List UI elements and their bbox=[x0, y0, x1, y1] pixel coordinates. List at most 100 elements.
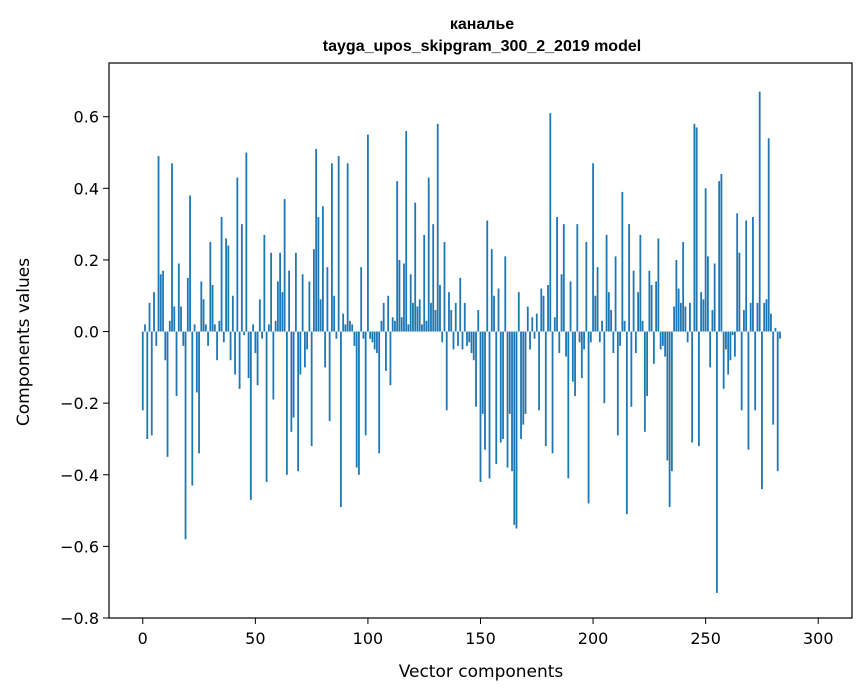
bar bbox=[725, 331, 727, 350]
bar bbox=[234, 331, 236, 375]
bar bbox=[650, 285, 653, 332]
bar bbox=[238, 331, 241, 389]
bars-group bbox=[141, 91, 781, 593]
bar bbox=[511, 331, 513, 472]
bar bbox=[371, 331, 374, 343]
bar bbox=[484, 331, 486, 450]
bar bbox=[695, 127, 698, 332]
bar bbox=[355, 331, 358, 468]
bar bbox=[454, 302, 457, 332]
bar bbox=[540, 288, 543, 332]
bar bbox=[276, 281, 279, 332]
bar bbox=[652, 331, 655, 364]
bar bbox=[553, 317, 556, 332]
bar bbox=[459, 277, 462, 332]
bar bbox=[684, 306, 687, 332]
bar bbox=[522, 331, 525, 425]
bar bbox=[439, 285, 441, 332]
bar bbox=[425, 320, 428, 332]
bar bbox=[513, 331, 516, 525]
plot-frame bbox=[108, 62, 853, 619]
bar bbox=[547, 285, 549, 332]
bar bbox=[159, 274, 162, 332]
bar bbox=[587, 331, 590, 504]
bar bbox=[774, 327, 777, 332]
bar bbox=[144, 324, 146, 332]
bar bbox=[686, 331, 689, 343]
bar bbox=[743, 310, 745, 332]
bar bbox=[576, 224, 579, 332]
bar bbox=[517, 292, 520, 332]
bar bbox=[195, 331, 198, 393]
bar bbox=[267, 324, 270, 332]
bar bbox=[538, 331, 540, 411]
bar bbox=[288, 270, 291, 332]
bar bbox=[729, 331, 732, 361]
bar bbox=[164, 331, 167, 361]
bar bbox=[779, 331, 781, 339]
bar bbox=[506, 331, 509, 468]
y-tick-label: −0.4 bbox=[60, 466, 99, 485]
bar bbox=[306, 331, 309, 350]
bar bbox=[745, 220, 748, 332]
bar bbox=[294, 252, 297, 332]
bar bbox=[256, 331, 259, 386]
bar bbox=[367, 134, 369, 332]
bar bbox=[153, 292, 155, 332]
bar bbox=[389, 331, 392, 386]
bar bbox=[716, 331, 718, 593]
bar bbox=[673, 306, 676, 332]
bar bbox=[358, 331, 360, 475]
bar bbox=[670, 331, 673, 472]
bar bbox=[524, 331, 527, 414]
bar bbox=[675, 259, 678, 332]
bar bbox=[362, 331, 365, 339]
bar bbox=[493, 295, 495, 332]
bar bbox=[292, 331, 295, 418]
bar bbox=[589, 331, 592, 343]
bar bbox=[416, 306, 419, 332]
bar bbox=[569, 281, 572, 332]
bar bbox=[216, 331, 218, 361]
bar bbox=[166, 331, 169, 457]
bar bbox=[776, 331, 779, 472]
bar bbox=[308, 281, 311, 332]
bar bbox=[445, 331, 448, 411]
bar bbox=[297, 331, 300, 472]
bar bbox=[544, 331, 547, 447]
bar bbox=[315, 148, 318, 332]
x-tick-label: 250 bbox=[690, 629, 721, 648]
bar bbox=[605, 234, 608, 332]
x-tick-label: 100 bbox=[353, 629, 384, 648]
bar bbox=[261, 331, 263, 339]
bar bbox=[150, 331, 153, 436]
bar bbox=[551, 331, 554, 454]
bar bbox=[310, 331, 313, 447]
bar bbox=[520, 331, 522, 439]
bar bbox=[747, 331, 750, 450]
bar bbox=[477, 310, 480, 332]
bar bbox=[634, 331, 637, 354]
bar bbox=[193, 324, 196, 332]
bar bbox=[319, 299, 322, 332]
bar bbox=[713, 263, 716, 332]
bar bbox=[403, 263, 405, 332]
bar bbox=[186, 277, 189, 332]
bar bbox=[625, 331, 628, 515]
bar bbox=[146, 331, 149, 439]
bar bbox=[661, 331, 664, 346]
bar bbox=[740, 331, 743, 411]
bar bbox=[227, 245, 230, 332]
bar bbox=[562, 224, 565, 332]
bar bbox=[231, 295, 234, 332]
bar bbox=[168, 320, 171, 332]
bar bbox=[472, 331, 475, 361]
bar bbox=[245, 152, 248, 332]
bar bbox=[614, 256, 617, 332]
bar bbox=[324, 331, 327, 368]
bar bbox=[664, 331, 667, 357]
bar bbox=[765, 299, 768, 332]
bar bbox=[218, 320, 221, 332]
y-tick-label: 0.2 bbox=[74, 251, 99, 270]
x-tick-label: 50 bbox=[245, 629, 265, 648]
